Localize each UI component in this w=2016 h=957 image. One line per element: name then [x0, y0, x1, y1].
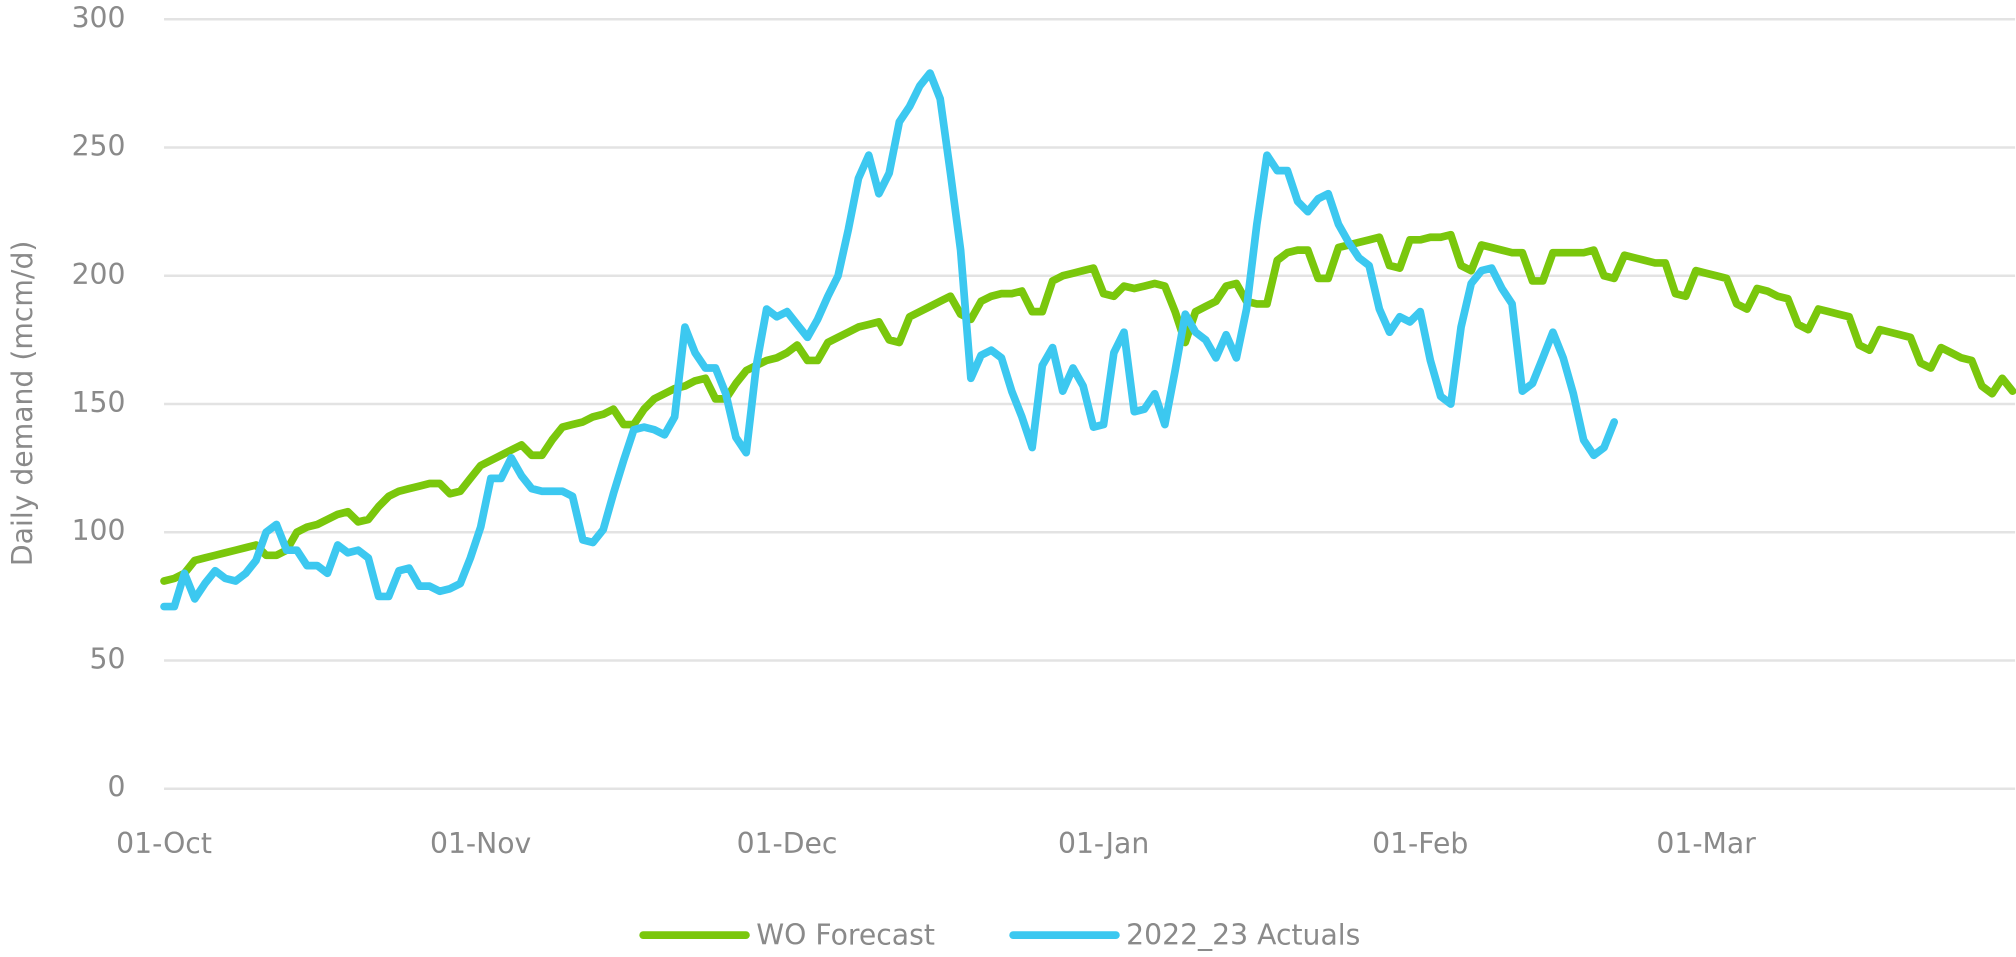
- x-tick-label: 01-Feb: [1372, 827, 1468, 860]
- x-tick-label: 01-Nov: [430, 827, 531, 860]
- y-tick-label: 250: [72, 130, 126, 163]
- legend-label: 2022_23 Actuals: [1126, 918, 1360, 951]
- y-axis-label: Daily demand (mcm/d): [6, 241, 39, 566]
- x-tick-label: 01-Mar: [1656, 827, 1756, 860]
- x-tick-label: 01-Oct: [116, 827, 212, 860]
- series-line: [160, 230, 2016, 585]
- y-tick-label: 300: [72, 1, 126, 34]
- y-tick-label: 50: [90, 642, 126, 675]
- y-tick-label: 0: [108, 771, 126, 804]
- y-tick-label: 100: [72, 514, 126, 547]
- legend-label: WO Forecast: [756, 918, 935, 951]
- y-tick-label: 150: [72, 386, 126, 419]
- y-tick-label: 200: [72, 258, 126, 291]
- x-tick-label: 01-Dec: [737, 827, 838, 860]
- x-tick-label: 01-Jan: [1058, 827, 1149, 860]
- series-line: [160, 69, 1619, 611]
